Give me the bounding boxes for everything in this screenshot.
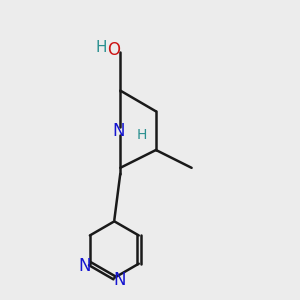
- Text: N: N: [113, 271, 126, 289]
- Text: H: H: [95, 40, 107, 55]
- Text: N: N: [112, 122, 125, 140]
- Text: H: H: [136, 128, 147, 142]
- Text: O: O: [107, 40, 120, 58]
- Text: N: N: [78, 257, 91, 275]
